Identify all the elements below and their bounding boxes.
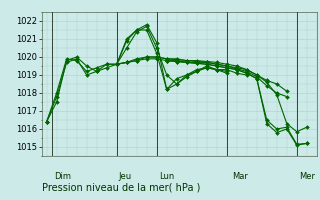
Text: Mer: Mer xyxy=(299,172,315,181)
Text: Jeu: Jeu xyxy=(119,172,132,181)
Text: Pression niveau de la mer( hPa ): Pression niveau de la mer( hPa ) xyxy=(42,182,200,192)
Text: Dim: Dim xyxy=(55,172,72,181)
Text: Lun: Lun xyxy=(159,172,174,181)
Text: Mar: Mar xyxy=(232,172,248,181)
